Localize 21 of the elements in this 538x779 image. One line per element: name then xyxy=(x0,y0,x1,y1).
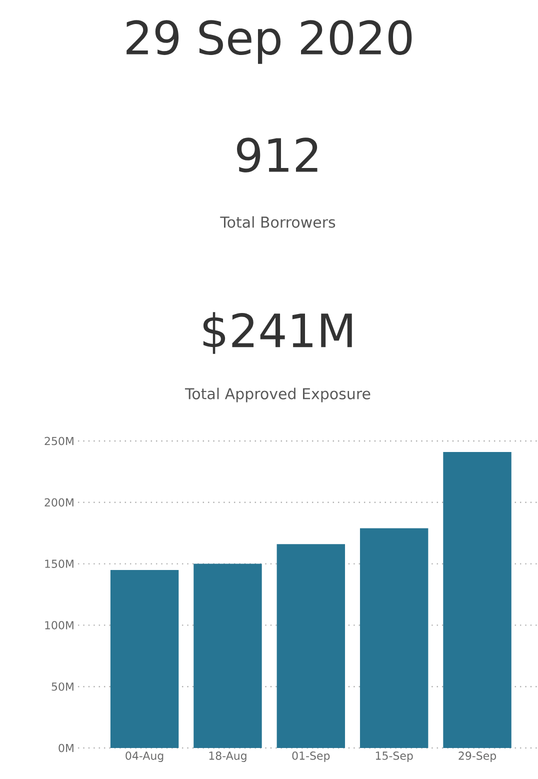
y-tick-label: 50M xyxy=(52,682,74,691)
x-tick-label: 15-Sep xyxy=(376,752,413,762)
y-tick-label: 100M xyxy=(45,621,74,630)
text: 912 xyxy=(236,138,318,172)
bar xyxy=(194,564,262,748)
text: Total Borrowers xyxy=(220,216,336,228)
x-tick-label: 29-Sep xyxy=(458,752,496,762)
bar xyxy=(110,570,179,748)
text: $241M xyxy=(203,312,352,354)
text: Total Approved Exposure xyxy=(184,388,370,402)
y-tick-label: 0M xyxy=(58,744,74,752)
chart-title: 29 Sep 2020 xyxy=(126,20,412,64)
bar xyxy=(276,544,346,748)
y-tick-label: 200M xyxy=(44,498,74,507)
x-tick-label: 18-Aug xyxy=(209,752,246,762)
bar xyxy=(360,528,428,748)
x-tick-label: 01-Sep xyxy=(292,752,330,762)
bar xyxy=(443,452,512,748)
x-tick-label: 04-Aug xyxy=(126,752,164,762)
y-tick-label: 250M xyxy=(44,436,74,446)
y-tick-label: 150M xyxy=(45,560,74,568)
